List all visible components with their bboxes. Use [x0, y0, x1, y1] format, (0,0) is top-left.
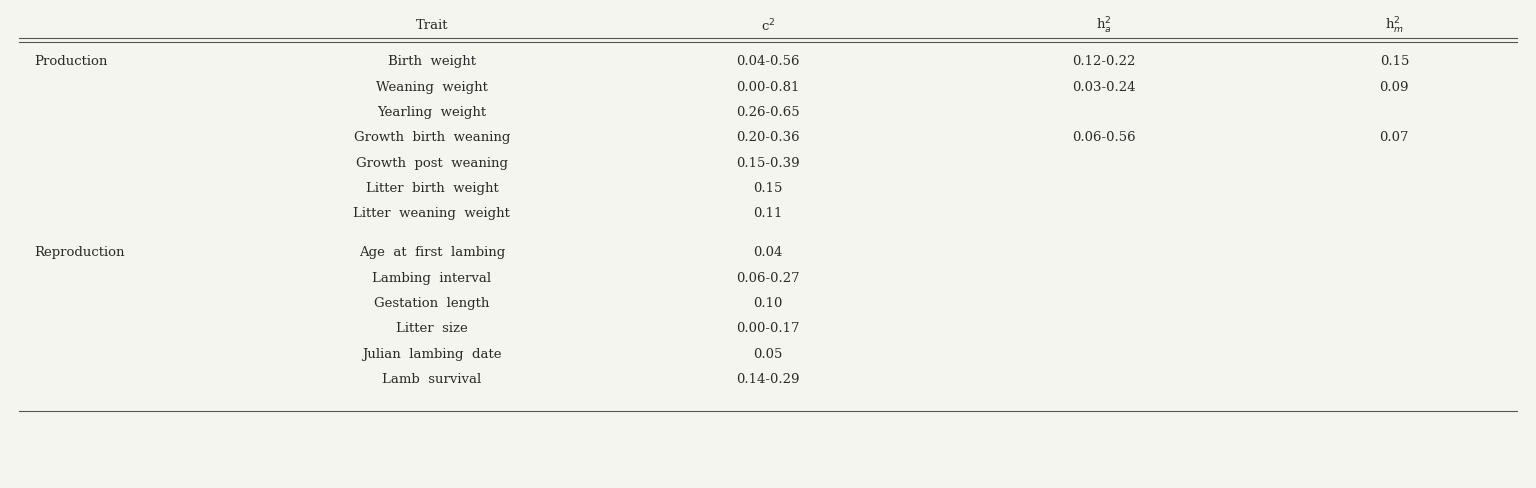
Text: 0.15-0.39: 0.15-0.39 [736, 156, 800, 169]
Text: 0.12-0.22: 0.12-0.22 [1072, 55, 1135, 68]
Text: 0.14-0.29: 0.14-0.29 [736, 372, 800, 385]
Text: Litter  birth  weight: Litter birth weight [366, 182, 498, 194]
Text: Yearling  weight: Yearling weight [378, 106, 487, 119]
Text: Growth  post  weaning: Growth post weaning [356, 156, 508, 169]
Text: Lamb  survival: Lamb survival [382, 372, 482, 385]
Text: 0.10: 0.10 [753, 296, 783, 309]
Text: 0.26-0.65: 0.26-0.65 [736, 106, 800, 119]
Text: 0.07: 0.07 [1379, 131, 1409, 144]
Text: h$_a^2$: h$_a^2$ [1097, 16, 1112, 36]
Text: 0.03-0.24: 0.03-0.24 [1072, 81, 1135, 94]
Text: 0.20-0.36: 0.20-0.36 [736, 131, 800, 144]
Text: 0.04-0.56: 0.04-0.56 [736, 55, 800, 68]
Text: Reproduction: Reproduction [35, 246, 126, 259]
Text: 0.09: 0.09 [1379, 81, 1409, 94]
Text: Birth  weight: Birth weight [389, 55, 476, 68]
Text: 0.00-0.17: 0.00-0.17 [736, 322, 800, 335]
Text: Age  at  first  lambing: Age at first lambing [359, 246, 505, 259]
Text: 0.06-0.56: 0.06-0.56 [1072, 131, 1137, 144]
Text: Litter  size: Litter size [396, 322, 468, 335]
Text: 0.15: 0.15 [753, 182, 783, 194]
Text: Production: Production [35, 55, 108, 68]
Text: Julian  lambing  date: Julian lambing date [362, 347, 502, 360]
Text: 0.05: 0.05 [753, 347, 783, 360]
Text: 0.06-0.27: 0.06-0.27 [736, 271, 800, 284]
Text: Lambing  interval: Lambing interval [372, 271, 492, 284]
Text: Gestation  length: Gestation length [375, 296, 490, 309]
Text: c$^2$: c$^2$ [760, 18, 776, 34]
Text: h$_m^2$: h$_m^2$ [1385, 16, 1404, 36]
Text: Weaning  weight: Weaning weight [376, 81, 488, 94]
Text: Growth  birth  weaning: Growth birth weaning [353, 131, 510, 144]
Text: 0.00-0.81: 0.00-0.81 [736, 81, 800, 94]
Text: 0.15: 0.15 [1379, 55, 1409, 68]
Text: Litter  weaning  weight: Litter weaning weight [353, 207, 510, 220]
Text: 0.11: 0.11 [753, 207, 783, 220]
Text: Trait: Trait [416, 19, 449, 32]
Text: 0.04: 0.04 [753, 246, 783, 259]
